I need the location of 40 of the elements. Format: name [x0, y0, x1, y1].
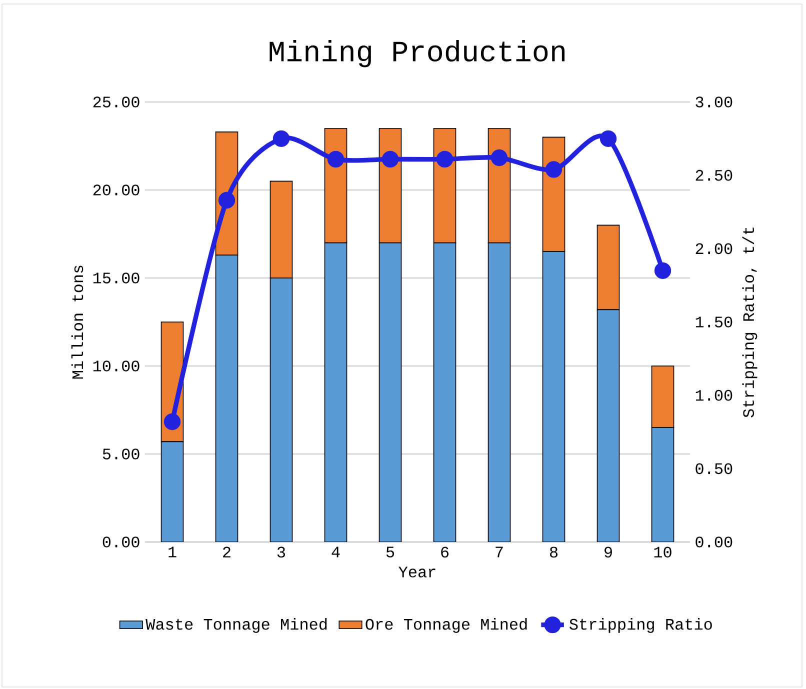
x-tick-label: 1	[168, 546, 176, 558]
point	[545, 161, 562, 178]
y-axis-title: Million tons	[71, 266, 84, 379]
x-tick-label: 7	[496, 546, 503, 558]
x-tick-label: 3	[277, 546, 286, 558]
point	[164, 413, 181, 430]
y2-tick-label: 0.00	[696, 536, 732, 548]
legend-label: Ore Tonnage Mined	[366, 618, 527, 633]
y-tick-label: 5.00	[102, 448, 140, 460]
y2-tick-label: 1.50	[696, 316, 732, 328]
legend-label: Stripping Ratio	[570, 618, 712, 633]
x-tick-label: 9	[604, 546, 612, 558]
x-tick-label: 8	[550, 546, 558, 558]
y-tick-label: 25.00	[93, 96, 140, 108]
x-tick-label: 6	[441, 546, 449, 558]
y2-tick-label: 2.50	[696, 170, 732, 181]
y2-axis-title: Stripping Ratio, t/t	[742, 228, 758, 418]
point	[327, 150, 344, 168]
x-axis-title: Year	[398, 566, 436, 578]
y-tick-label: 20.00	[93, 184, 140, 196]
point	[382, 150, 399, 168]
y2-tick-label: 1.00	[696, 390, 732, 401]
x-tick-label: 2	[223, 546, 230, 558]
y-tick-label: 0.00	[102, 536, 140, 548]
point	[272, 130, 290, 147]
point	[600, 130, 617, 147]
y2-tick-label: 0.50	[696, 463, 732, 474]
y2-tick-label: 2.00	[696, 243, 732, 254]
x-tick-label: 10	[654, 546, 672, 558]
x-tick-label: 5	[386, 546, 394, 558]
legend-label: Waste Tonnage Mined	[146, 618, 327, 633]
y-tick-label: 15.00	[93, 272, 140, 284]
chart-title: Mining Production	[270, 40, 565, 68]
point	[218, 192, 236, 209]
point	[436, 150, 454, 168]
point	[490, 149, 508, 166]
y-tick-label: 10.00	[93, 360, 140, 372]
x-tick-label: 4	[332, 546, 340, 558]
y2-tick-label: 3.00	[696, 96, 732, 108]
point	[654, 262, 672, 279]
